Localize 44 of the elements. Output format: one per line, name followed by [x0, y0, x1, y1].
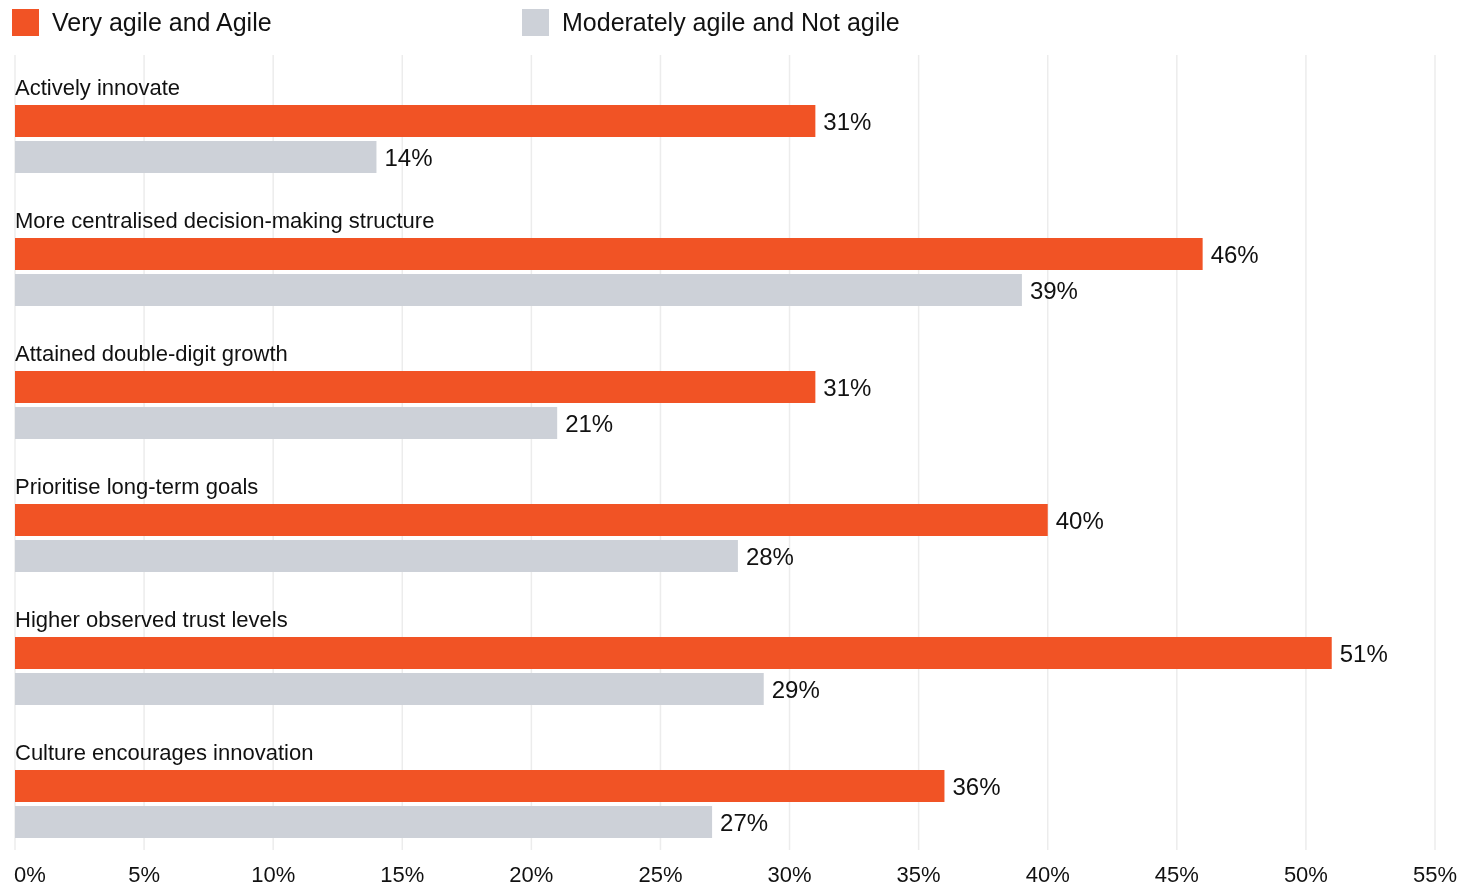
data-label: 27%	[720, 809, 769, 836]
bar	[15, 504, 1048, 536]
legend-label: Moderately agile and Not agile	[562, 8, 900, 36]
x-tick-label: 15%	[380, 862, 425, 886]
bar	[15, 770, 945, 802]
data-label: 21%	[565, 410, 614, 437]
y-tick-label: Culture encourages innovation	[15, 740, 314, 765]
x-tick-label: 10%	[251, 862, 296, 886]
y-tick-label: More centralised decision-making structure	[15, 208, 435, 233]
x-tick-label: 55%	[1412, 862, 1458, 886]
bar	[15, 105, 816, 137]
data-label: 31%	[823, 108, 872, 135]
x-tick-label: 40%	[1025, 862, 1070, 886]
x-tick-label: 20%	[509, 862, 554, 886]
x-tick-label: 35%	[896, 862, 941, 886]
x-tick-label: 30%	[767, 862, 812, 886]
data-label: 31%	[823, 374, 872, 401]
bar	[15, 407, 558, 439]
bar	[15, 637, 1332, 669]
x-tick-label: 50%	[1283, 862, 1328, 886]
y-tick-label: Attained double-digit growth	[15, 341, 288, 366]
data-label: 29%	[771, 676, 820, 703]
x-tick-label: 0%	[14, 862, 46, 886]
bar	[15, 673, 764, 705]
data-label: 36%	[952, 773, 1001, 800]
bar	[15, 540, 738, 572]
data-label: 39%	[1029, 277, 1078, 304]
data-label: 14%	[384, 144, 433, 171]
bar	[15, 238, 1203, 270]
bar	[15, 371, 816, 403]
bar	[15, 274, 1022, 306]
y-tick-label: Actively innovate	[15, 75, 181, 100]
data-label: 28%	[745, 543, 794, 570]
y-tick-label: Prioritise long-term goals	[15, 474, 259, 499]
legend-label: Very agile and Agile	[52, 8, 272, 36]
x-tick-label: 25%	[638, 862, 683, 886]
bar	[15, 806, 713, 838]
bar	[15, 141, 377, 173]
x-tick-label: 45%	[1154, 862, 1199, 886]
data-label: 46%	[1210, 241, 1259, 268]
x-tick-label: 5%	[128, 862, 160, 886]
y-tick-label: Higher observed trust levels	[15, 607, 288, 632]
data-label: 40%	[1055, 507, 1104, 534]
data-label: 51%	[1339, 640, 1388, 667]
